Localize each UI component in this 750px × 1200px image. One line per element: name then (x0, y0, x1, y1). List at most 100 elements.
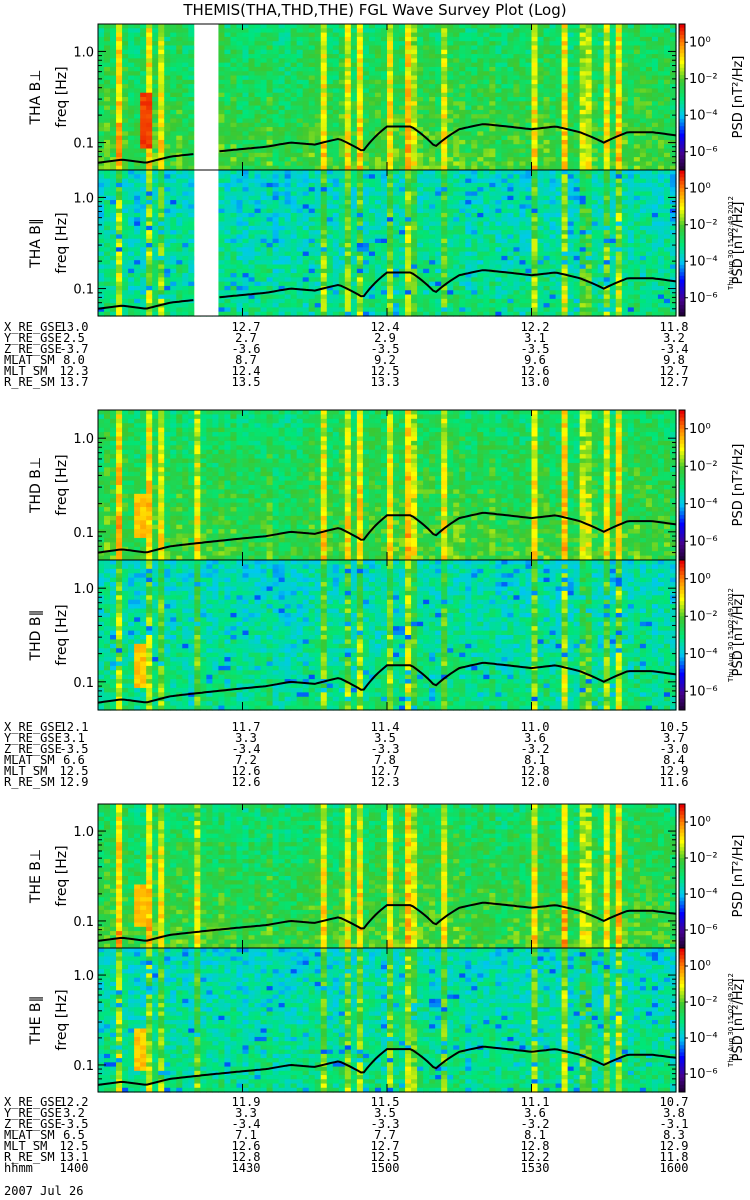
heatmap-cell (429, 92, 436, 98)
heatmap-cell (669, 79, 677, 85)
heatmap-cell (459, 24, 466, 29)
heatmap-cell (128, 127, 135, 132)
heatmap-cell (302, 221, 310, 227)
heatmap-cell (182, 221, 189, 227)
heatmap-cell (471, 131, 478, 137)
heatmap-cell (555, 109, 563, 115)
heatmap-cell (374, 157, 382, 163)
heatmap-cell (657, 161, 665, 167)
heatmap-cell (260, 79, 268, 85)
heatmap-cell (326, 165, 334, 171)
heatmap-cell (471, 118, 478, 124)
heatmap-cell (338, 204, 346, 210)
heatmap-cell (405, 32, 412, 38)
heatmap-cell (290, 88, 298, 94)
heatmap-cell (525, 41, 533, 47)
heatmap-cell (483, 54, 490, 59)
heatmap-cell (374, 307, 382, 313)
heatmap-cell (248, 157, 256, 163)
heatmap-cell (585, 118, 593, 124)
heatmap-cell (591, 62, 599, 68)
heatmap-cell (230, 84, 238, 90)
heatmap-cell (399, 135, 406, 141)
heatmap-cell (501, 122, 509, 128)
heatmap-cell (411, 62, 418, 68)
heatmap-cell (483, 28, 490, 34)
heatmap-cell (591, 97, 599, 102)
heatmap-cell (278, 243, 286, 248)
heatmap-cell (140, 191, 147, 197)
heatmap-cell (248, 230, 256, 236)
heatmap-cell (573, 109, 581, 115)
heatmap-cell (411, 45, 418, 51)
heatmap-cell (320, 225, 328, 231)
heatmap-cell (146, 290, 153, 296)
heatmap-cell (278, 170, 286, 175)
heatmap-cell (326, 36, 334, 42)
heatmap-cell (459, 157, 466, 163)
heatmap-cell (260, 251, 268, 257)
heatmap-cell (230, 285, 238, 291)
heatmap-cell (621, 62, 629, 68)
heatmap-cell (350, 247, 358, 253)
heatmap-cell (621, 152, 629, 158)
heatmap-cell (435, 28, 442, 34)
heatmap-cell (158, 251, 165, 257)
heatmap-cell (146, 118, 153, 124)
heatmap-cell (224, 307, 232, 313)
heatmap-cell (320, 28, 328, 34)
heatmap-cell (501, 28, 509, 34)
heatmap-cell (567, 148, 575, 154)
heatmap-cell (651, 148, 659, 154)
heatmap-cell (248, 174, 256, 180)
heatmap-cell (218, 281, 226, 287)
heatmap-cell (362, 247, 370, 253)
heatmap-cell (537, 122, 545, 128)
heatmap-cell (188, 88, 195, 94)
heatmap-cell (537, 118, 545, 124)
heatmap-cell (122, 298, 129, 304)
heatmap-cell (591, 88, 599, 94)
heatmap-cell (417, 97, 424, 102)
heatmap-cell (272, 71, 280, 77)
heatmap-cell (555, 135, 563, 141)
heatmap-cell (657, 97, 665, 102)
heatmap-cell (260, 204, 268, 210)
heatmap-cell (302, 97, 310, 102)
heatmap-cell (164, 303, 171, 309)
heatmap-cell (465, 62, 472, 68)
heatmap-cell (669, 54, 677, 59)
heatmap-cell (513, 114, 521, 120)
heatmap-cell (128, 298, 135, 304)
heatmap-cell (543, 45, 551, 51)
heatmap-cell (338, 114, 346, 120)
heatmap-cell (170, 221, 177, 227)
heatmap-cell (296, 105, 304, 111)
heatmap-cell (260, 32, 268, 38)
heatmap-cell (423, 139, 430, 145)
heatmap-cell (507, 75, 515, 81)
heatmap-cell (116, 45, 123, 51)
heatmap-cell (603, 109, 611, 115)
heatmap-cell (272, 24, 280, 29)
heatmap-cell (272, 97, 280, 102)
heatmap-cell (320, 58, 328, 64)
heatmap-cell (110, 157, 117, 163)
heatmap-cell (152, 200, 159, 205)
heatmap-cell (393, 58, 400, 64)
heatmap-cell (290, 54, 298, 59)
heatmap-cell (399, 66, 406, 72)
heatmap-cell (278, 36, 286, 42)
heatmap-cell (447, 49, 454, 55)
heatmap-cell (236, 135, 244, 141)
heatmap-cell (158, 114, 165, 120)
heatmap-cell (332, 182, 340, 188)
heatmap-cell (495, 161, 502, 167)
heatmap-cell (495, 45, 502, 51)
heatmap-cell (435, 88, 442, 94)
heatmap-cell (140, 32, 147, 38)
heatmap-cell (585, 161, 593, 167)
heatmap-cell (579, 127, 587, 132)
heatmap-cell (393, 122, 400, 128)
heatmap-cell (447, 109, 454, 115)
